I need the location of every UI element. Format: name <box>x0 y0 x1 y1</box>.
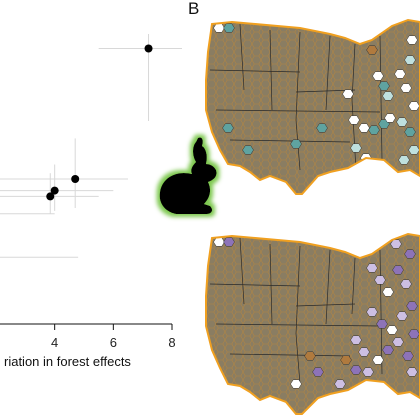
map-hex <box>290 379 302 389</box>
map-bottom-state-borders <box>209 237 383 385</box>
map-hex <box>350 365 362 375</box>
map-hex <box>348 115 360 125</box>
map-hex <box>366 263 378 273</box>
map-hex <box>396 311 408 321</box>
data-point <box>50 186 59 195</box>
map-hex <box>350 335 362 345</box>
map-hex <box>378 81 390 91</box>
x-axis-title: riation in forest effects <box>4 354 131 369</box>
map-hex <box>394 69 406 79</box>
map-hex <box>376 319 388 329</box>
map-bottom-highlight-hexes <box>213 237 420 389</box>
data-points <box>46 44 153 201</box>
map-hex <box>384 113 396 123</box>
map-hex <box>382 91 394 101</box>
map-hex <box>222 123 234 133</box>
map-hex <box>400 279 412 289</box>
map-hex <box>382 287 394 297</box>
map-hex <box>396 117 408 127</box>
map-hex <box>290 139 302 149</box>
x-tick-label: 6 <box>110 335 117 350</box>
map-top-state-borders <box>209 23 383 171</box>
map-hex <box>350 143 362 153</box>
map-bottom <box>205 233 420 415</box>
map-hex <box>404 55 416 65</box>
map-hex <box>398 155 410 165</box>
rabbit-silhouette-icon <box>159 137 217 214</box>
map-hex <box>366 45 378 55</box>
map-hex <box>316 123 328 133</box>
x-tick-label: 4 <box>51 335 58 350</box>
map-hex <box>392 337 404 347</box>
data-point <box>71 175 80 183</box>
map-hex <box>406 301 418 311</box>
map-top <box>205 19 420 195</box>
map-top-highlight-hexes <box>213 23 420 165</box>
map-hex <box>366 307 378 317</box>
map-hex <box>404 249 416 259</box>
map-hex <box>340 355 352 365</box>
map-hex <box>390 239 402 249</box>
map-hex <box>334 379 346 389</box>
map-hex <box>342 89 354 99</box>
x-tick-label: 8 <box>168 335 175 350</box>
map-hex <box>372 355 384 365</box>
panel-label: B <box>188 0 199 18</box>
map-hex <box>408 101 420 111</box>
map-hex <box>406 367 418 377</box>
map-hex <box>358 347 370 357</box>
map-hex <box>362 25 374 35</box>
map-hex <box>382 345 394 355</box>
map-hex <box>362 239 374 249</box>
map-hex <box>358 123 370 133</box>
map-hex <box>312 367 324 377</box>
map-hex <box>223 237 235 247</box>
error-bars <box>0 34 182 258</box>
map-hex <box>242 145 254 155</box>
map-hex <box>392 265 404 275</box>
map-hex <box>406 35 418 45</box>
map-hex <box>374 275 386 285</box>
scatter-plot: 4 6 8 riation in forest effects <box>0 34 182 369</box>
x-axis-ticks: 4 6 8 <box>51 324 176 350</box>
map-hex <box>304 351 316 361</box>
data-point <box>46 192 55 201</box>
map-hex <box>223 23 235 33</box>
map-hex <box>372 71 384 81</box>
data-point <box>144 44 153 53</box>
map-hex <box>404 127 416 137</box>
map-hex <box>402 351 414 361</box>
map-hex <box>400 83 412 93</box>
map-hex <box>362 367 374 377</box>
map-hex <box>386 325 398 335</box>
map-hex <box>408 145 420 155</box>
map-hex <box>408 329 420 339</box>
map-hex <box>368 125 380 135</box>
